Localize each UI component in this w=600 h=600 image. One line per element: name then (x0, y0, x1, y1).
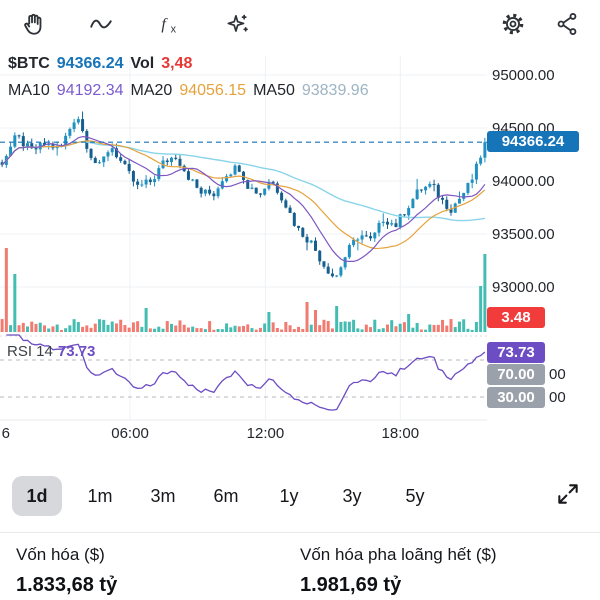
hand-tool-button[interactable] (16, 7, 50, 41)
svg-text:06:00: 06:00 (111, 425, 149, 442)
market-cap-label: Vốn hóa ($) (16, 545, 105, 564)
range-5y[interactable]: 5y (390, 476, 440, 516)
svg-text:95000.00: 95000.00 (492, 67, 555, 84)
range-1y[interactable]: 1y (264, 476, 314, 516)
diluted-cap-value: 1.981,69 tỷ (300, 574, 402, 596)
ai-assistant-button[interactable] (220, 7, 254, 41)
chart-toolbar: f x (0, 0, 600, 48)
toolbar-left-group: f x (16, 7, 254, 41)
hand-icon (20, 11, 46, 37)
range-1d[interactable]: 1d (12, 476, 62, 516)
svg-text:18:00: 18:00 (382, 425, 420, 442)
sparkles-icon (224, 11, 250, 37)
svg-text:12:00: 12:00 (247, 425, 285, 442)
fullscreen-button[interactable] (548, 476, 588, 516)
svg-text:x: x (171, 24, 177, 36)
svg-text:f: f (161, 15, 168, 33)
range-3y[interactable]: 3y (327, 476, 377, 516)
svg-text:93000.00: 93000.00 (492, 279, 555, 296)
market-stats: Vốn hóa ($) 1.833,68 tỷ Vốn hóa pha loãn… (0, 532, 600, 600)
svg-text:94500.00: 94500.00 (492, 120, 555, 137)
range-1m[interactable]: 1m (75, 476, 125, 516)
range-selector: 1d 1m 3m 6m 1y 3y 5y (0, 460, 600, 532)
settings-button[interactable] (496, 7, 530, 41)
svg-text:94000.00: 94000.00 (492, 173, 555, 190)
function-button[interactable]: f x (152, 7, 186, 41)
share-icon (554, 11, 580, 37)
fx-icon: f x (156, 11, 182, 37)
toolbar-right-group (496, 7, 584, 41)
range-3m[interactable]: 3m (138, 476, 188, 516)
expand-icon (555, 481, 581, 512)
diluted-cap-label: Vốn hóa pha loãng hết ($) (300, 545, 497, 564)
diluted-cap-stat: Vốn hóa pha loãng hết ($) 1.981,69 tỷ (300, 545, 584, 600)
gear-icon (500, 11, 526, 37)
chart-canvas[interactable]: 95000.00 94500.00 94000.00 93500.00 93000.00… (0, 48, 600, 460)
price-chart[interactable]: 95000.00 94500.00 94000.00 93500.00 93000.00… (0, 48, 600, 460)
svg-text:93500.00: 93500.00 (492, 226, 555, 243)
market-cap-value: 1.833,68 tỷ (16, 574, 118, 596)
share-button[interactable] (550, 7, 584, 41)
wave-icon (88, 11, 114, 37)
range-6m[interactable]: 6m (201, 476, 251, 516)
svg-text:6: 6 (2, 425, 10, 442)
indicator-wave-button[interactable] (84, 7, 118, 41)
market-cap-stat: Vốn hóa ($) 1.833,68 tỷ (16, 545, 300, 600)
